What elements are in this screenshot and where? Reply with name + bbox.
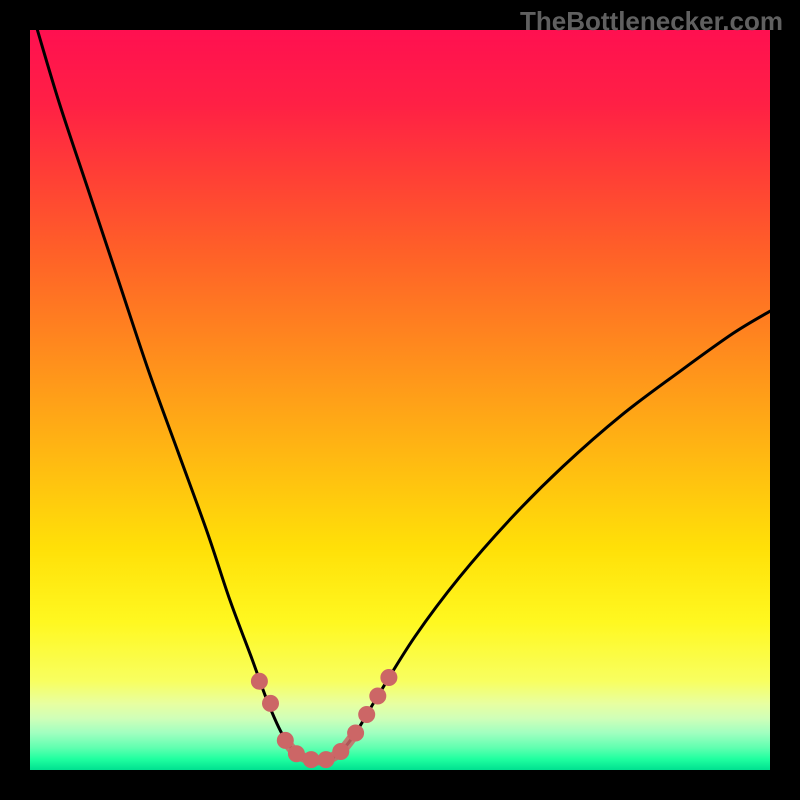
marker-point <box>348 725 364 741</box>
marker-point <box>333 744 349 760</box>
marker-point <box>359 707 375 723</box>
marker-point <box>263 695 279 711</box>
marker-point <box>303 752 319 768</box>
chart-svg <box>0 0 800 800</box>
stage: TheBottlenecker.com <box>0 0 800 800</box>
marker-point <box>318 752 334 768</box>
marker-point <box>381 670 397 686</box>
watermark-text: TheBottlenecker.com <box>520 6 783 37</box>
marker-point <box>288 746 304 762</box>
marker-point <box>277 732 293 748</box>
marker-point <box>370 688 386 704</box>
marker-point <box>251 673 267 689</box>
